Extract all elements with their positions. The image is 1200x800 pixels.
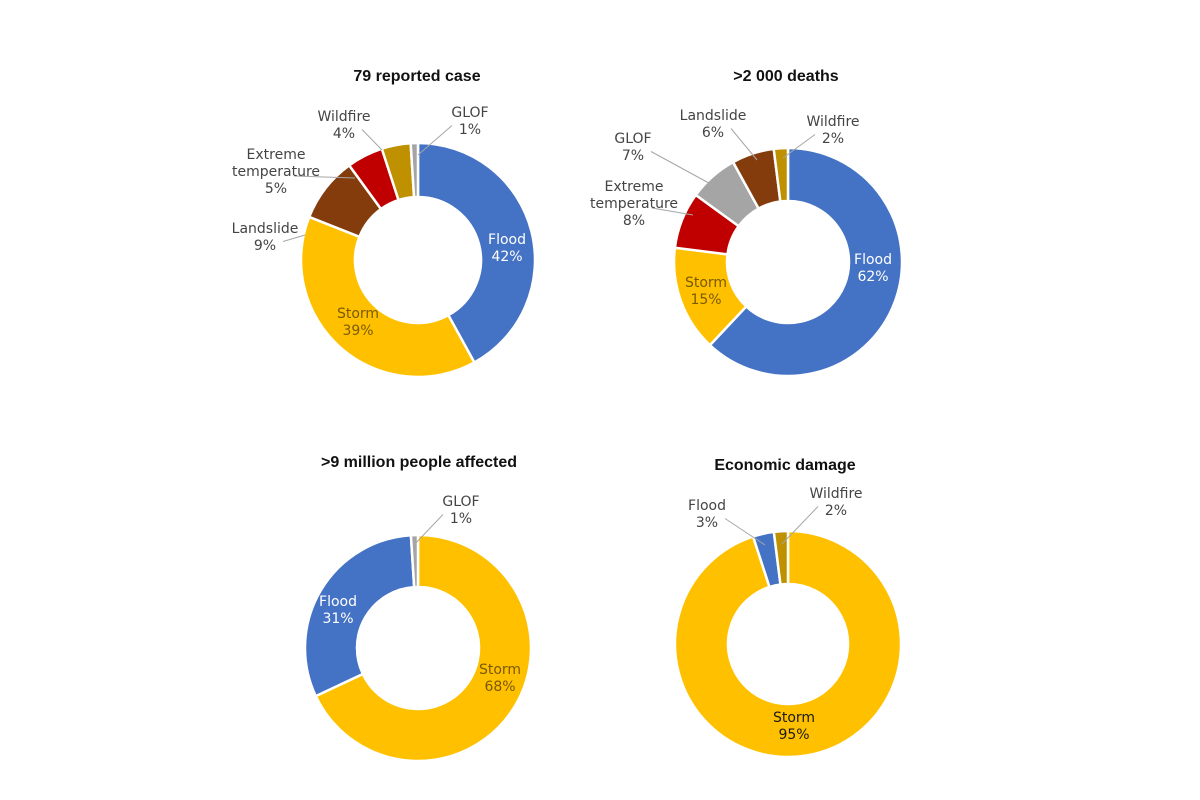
donut-2-label-storm: Storm 15% [685,275,727,308]
donut-2-slice-flood [708,146,904,378]
chart-title-1: 79 reported case [353,68,480,85]
donut-1-leader-glof [417,125,453,156]
donut-4-leader-flood [724,518,766,546]
donut-1-slice-glof [409,141,420,199]
chart-title-4: Economic damage [714,457,855,474]
donut-1-leader-wildfire [361,129,383,151]
donut-4-label-wildfire: Wildfire 2% [809,486,862,519]
donut-1-slice-storm [299,215,477,379]
donut-3-slice-glof [409,533,420,589]
chart-title-3: >9 million people affected [321,454,517,471]
donut-2-leader-landslide [730,128,758,161]
donut-2-leader-extreme-temperature [651,207,694,216]
donut-3-slice-flood [303,533,416,698]
donut-4-leader-wildfire [781,506,819,545]
donut-4-slice-wildfire [772,529,790,586]
donut-1-label-storm: Storm 39% [337,306,379,339]
donut-3-label-flood: Flood 31% [319,594,357,627]
donut-1-slice-flood [416,141,537,365]
chart-title-2: >2 000 deaths [733,68,839,85]
donut-1-label-extreme-temperature: Extreme temperature 5% [232,147,320,197]
donut-2-slice-wildfire [772,146,790,203]
donut-4-slice-storm [673,529,903,759]
donut-2-label-landslide: Landslide 6% [680,108,747,141]
donut-1-label-wildfire: Wildfire 4% [317,109,370,142]
donut-1-label-glof: GLOF 1% [451,105,488,138]
donut-4-label-flood: Flood 3% [688,498,726,531]
donut-2-leader-wildfire [782,134,816,159]
donut-2-label-wildfire: Wildfire 2% [806,114,859,147]
donut-1-leader-landslide [282,234,306,242]
donut-2-leader-glof [650,151,719,189]
donut-3-slice-storm [314,533,533,763]
donut-2-label-flood: Flood 62% [854,252,892,285]
donut-1-label-landslide: Landslide 9% [232,221,299,254]
donut-2-label-glof: GLOF 7% [614,131,651,164]
donut-3-label-storm: Storm 68% [479,662,521,695]
donut-1-leader-extreme-temperature [293,175,356,179]
donut-1-label-flood: Flood 42% [488,232,526,265]
donut-3-leader-glof [413,514,444,546]
donut-3-label-glof: GLOF 1% [442,494,479,527]
donut-2-label-extreme-temperature: Extreme temperature 8% [590,179,678,229]
donut-4-label-storm: Storm 95% [773,710,815,743]
